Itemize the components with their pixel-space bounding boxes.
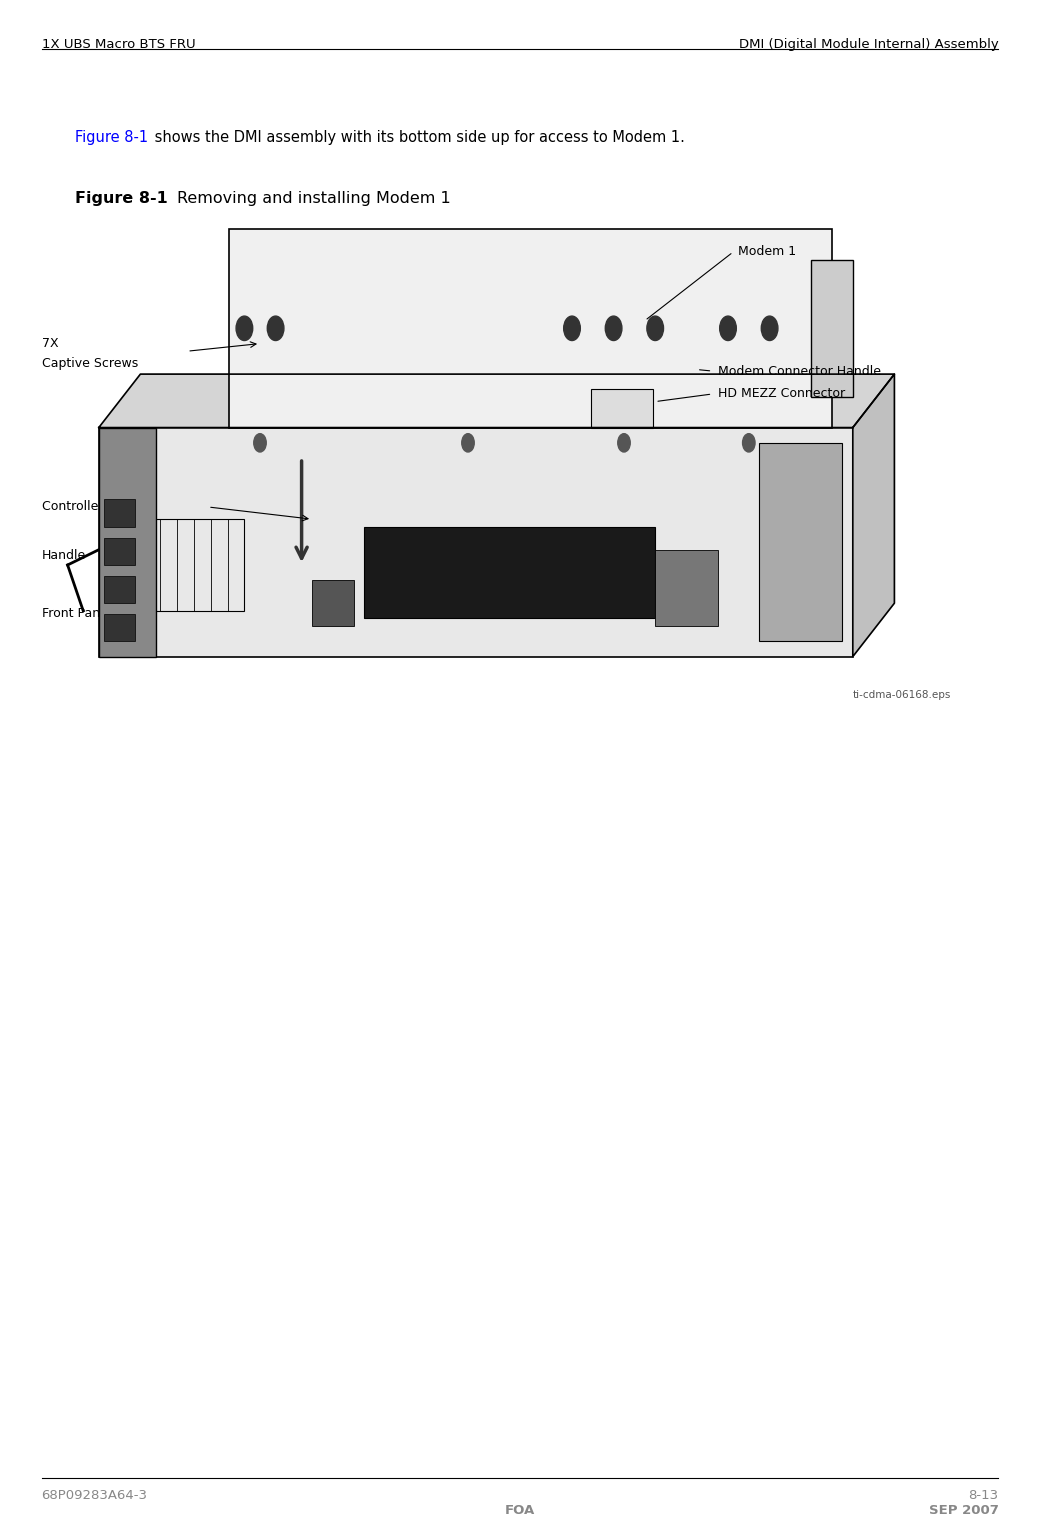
Text: Figure 8-1: Figure 8-1 xyxy=(75,191,167,206)
Polygon shape xyxy=(853,374,894,657)
Text: HD MEZZ Connector: HD MEZZ Connector xyxy=(520,609,647,621)
Text: ti-cdma-06168.eps: ti-cdma-06168.eps xyxy=(853,690,952,699)
Bar xyxy=(364,527,655,618)
Circle shape xyxy=(462,434,474,452)
Text: DMI (Digital Module Internal) Assembly: DMI (Digital Module Internal) Assembly xyxy=(738,38,998,52)
Text: shows the DMI assembly with its bottom side up for access to Modem 1.: shows the DMI assembly with its bottom s… xyxy=(150,130,684,145)
Text: Handle: Handle xyxy=(42,550,86,562)
Text: Modem Connector Handle: Modem Connector Handle xyxy=(718,365,881,377)
Polygon shape xyxy=(99,374,894,428)
Circle shape xyxy=(618,434,630,452)
Text: 1X UBS Macro BTS FRU: 1X UBS Macro BTS FRU xyxy=(42,38,196,52)
Circle shape xyxy=(761,316,778,341)
Bar xyxy=(312,580,354,626)
Text: HD MEZZ Connector: HD MEZZ Connector xyxy=(718,388,844,400)
Circle shape xyxy=(236,316,253,341)
Text: SEP 2007: SEP 2007 xyxy=(929,1504,998,1518)
Bar xyxy=(104,538,135,565)
Text: Modem 1: Modem 1 xyxy=(738,246,797,258)
Bar xyxy=(811,260,853,397)
Bar xyxy=(109,519,244,611)
Bar xyxy=(591,389,653,428)
Text: FOA: FOA xyxy=(504,1504,536,1518)
Bar xyxy=(99,428,853,657)
Circle shape xyxy=(605,316,622,341)
Text: 7X: 7X xyxy=(42,337,58,350)
Text: Removing and installing Modem 1: Removing and installing Modem 1 xyxy=(177,191,450,206)
Bar xyxy=(655,550,718,626)
Bar xyxy=(759,443,842,641)
Text: 8-13: 8-13 xyxy=(968,1489,998,1503)
Circle shape xyxy=(564,316,580,341)
Circle shape xyxy=(720,316,736,341)
Text: Captive Screws: Captive Screws xyxy=(42,357,138,370)
Text: Controller Board: Controller Board xyxy=(42,501,144,513)
Text: Figure 8-1: Figure 8-1 xyxy=(75,130,148,145)
Bar xyxy=(99,428,156,657)
Bar xyxy=(104,576,135,603)
Bar xyxy=(104,614,135,641)
Circle shape xyxy=(743,434,755,452)
Circle shape xyxy=(254,434,266,452)
Text: Front Panel: Front Panel xyxy=(42,608,111,620)
Bar xyxy=(229,229,832,428)
Text: 68P09283A64-3: 68P09283A64-3 xyxy=(42,1489,148,1503)
Circle shape xyxy=(647,316,664,341)
Circle shape xyxy=(267,316,284,341)
Bar xyxy=(104,499,135,527)
